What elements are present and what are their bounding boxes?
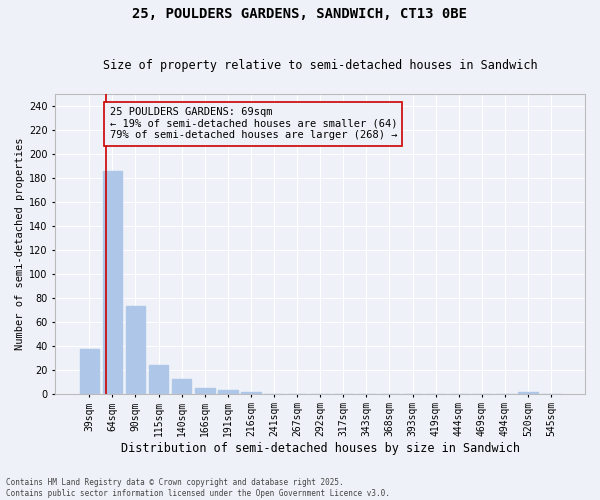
- X-axis label: Distribution of semi-detached houses by size in Sandwich: Distribution of semi-detached houses by …: [121, 442, 520, 455]
- Bar: [241, 392, 261, 394]
- Bar: [103, 170, 122, 394]
- Text: Contains HM Land Registry data © Crown copyright and database right 2025.
Contai: Contains HM Land Registry data © Crown c…: [6, 478, 390, 498]
- Bar: [172, 379, 191, 394]
- Title: Size of property relative to semi-detached houses in Sandwich: Size of property relative to semi-detach…: [103, 59, 538, 72]
- Bar: [149, 365, 169, 394]
- Bar: [518, 392, 538, 394]
- Y-axis label: Number of semi-detached properties: Number of semi-detached properties: [15, 138, 25, 350]
- Bar: [195, 388, 215, 394]
- Bar: [218, 390, 238, 394]
- Text: 25, POULDERS GARDENS, SANDWICH, CT13 0BE: 25, POULDERS GARDENS, SANDWICH, CT13 0BE: [133, 8, 467, 22]
- Bar: [125, 306, 145, 394]
- Text: 25 POULDERS GARDENS: 69sqm
← 19% of semi-detached houses are smaller (64)
79% of: 25 POULDERS GARDENS: 69sqm ← 19% of semi…: [110, 107, 397, 140]
- Bar: [80, 349, 99, 394]
